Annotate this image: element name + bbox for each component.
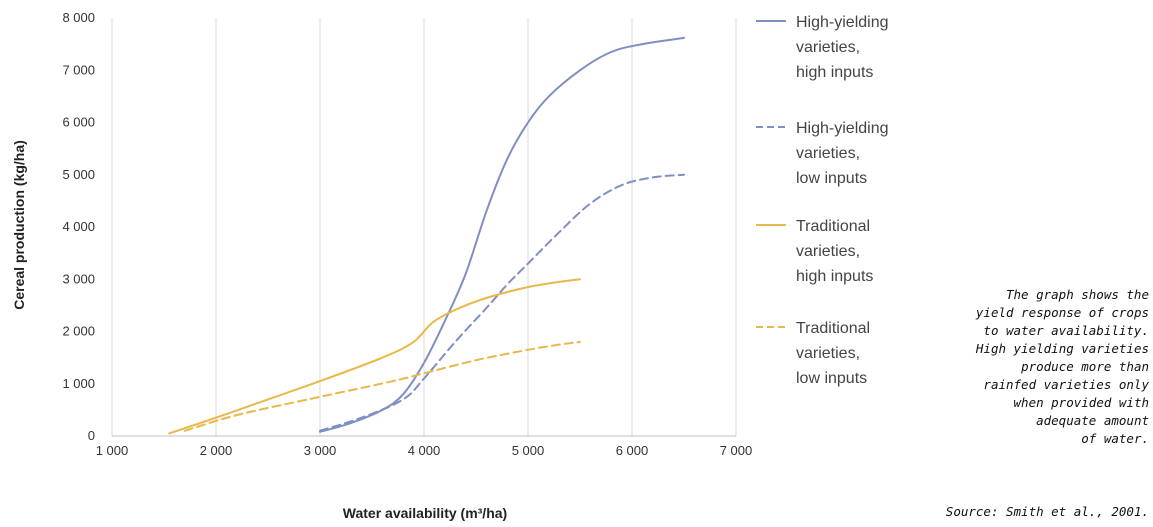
series-line-high-yielding-varieties-low-inputs [319, 173, 685, 432]
legend-label: Traditional [796, 218, 870, 235]
x-tick-label: 4 000 [408, 443, 441, 458]
legend-label: High-yielding [796, 14, 889, 31]
x-tick-label: 6 000 [616, 443, 649, 458]
annotation-line: to water availability. [983, 323, 1149, 338]
legend-label: varieties, [796, 39, 860, 56]
x-axis: 1 000 2 000 3 000 4 000 5 000 6 000 7 000 [96, 435, 753, 458]
annotation-note: The graph shows the yield response of cro… [909, 286, 1149, 448]
y-tick-label: 6 000 [62, 115, 95, 130]
legend-item-high-yielding-varieties-high-inputs: High-yielding varieties, high inputs [756, 14, 889, 81]
y-axis: 0 1 000 2 000 3 000 4 000 5 000 6 000 7 000 8 00… [62, 10, 95, 443]
legend-item-high-yielding-varieties-low-inputs: High-yielding varieties, low inputs [756, 120, 889, 187]
series-layer [168, 36, 685, 435]
source-credit: Source: Smith et al., 2001. [945, 504, 1149, 519]
legend-label: low inputs [796, 170, 867, 187]
y-tick-label: 7 000 [62, 62, 95, 77]
x-tick-label: 5 000 [512, 443, 545, 458]
legend-item-traditional-varieties-high-inputs: Traditional varieties, high inputs [756, 218, 873, 285]
x-axis-title: Water availability (m³/ha) [343, 505, 507, 521]
annotation-line: produce more than [1021, 359, 1149, 374]
legend-label: high inputs [796, 268, 873, 285]
x-tick-label: 2 000 [200, 443, 233, 458]
series-line-traditional-varieties-low-inputs [183, 340, 581, 432]
series-line-high-yielding-varieties-high-inputs [319, 36, 685, 433]
x-tick-label: 3 000 [304, 443, 337, 458]
legend-label: varieties, [796, 145, 860, 162]
legend-label: High-yielding [796, 120, 889, 137]
legend-item-traditional-varieties-low-inputs: Traditional varieties, low inputs [756, 320, 870, 387]
y-tick-label: 3 000 [62, 271, 95, 286]
grid-lines [111, 18, 737, 436]
legend-label: Traditional [796, 320, 870, 337]
x-tick-label: 1 000 [96, 443, 129, 458]
y-tick-label: 0 [88, 428, 95, 443]
x-tick-label: 7 000 [720, 443, 753, 458]
y-axis-title: Cereal production (kg/ha) [11, 140, 27, 310]
annotation-line: The graph shows the [1006, 287, 1149, 302]
annotation-line: adequate amount [1036, 413, 1149, 428]
annotation-line: of water. [1081, 431, 1149, 446]
y-tick-label: 8 000 [62, 10, 95, 25]
y-tick-label: 1 000 [62, 376, 95, 391]
series-line-traditional-varieties-high-inputs [168, 278, 581, 435]
legend-label: varieties, [796, 243, 860, 260]
annotation-line: when provided with [1013, 395, 1149, 410]
annotation-line: rainfed varieties only [983, 377, 1149, 392]
y-tick-label: 2 000 [62, 324, 95, 339]
y-tick-label: 5 000 [62, 167, 95, 182]
legend-label: low inputs [796, 370, 867, 387]
legend-label: high inputs [796, 64, 873, 81]
y-tick-label: 4 000 [62, 219, 95, 234]
annotation-line: yield response of crops [975, 305, 1149, 320]
annotation-line: High yielding varieties [975, 341, 1149, 356]
legend-label: varieties, [796, 345, 860, 362]
